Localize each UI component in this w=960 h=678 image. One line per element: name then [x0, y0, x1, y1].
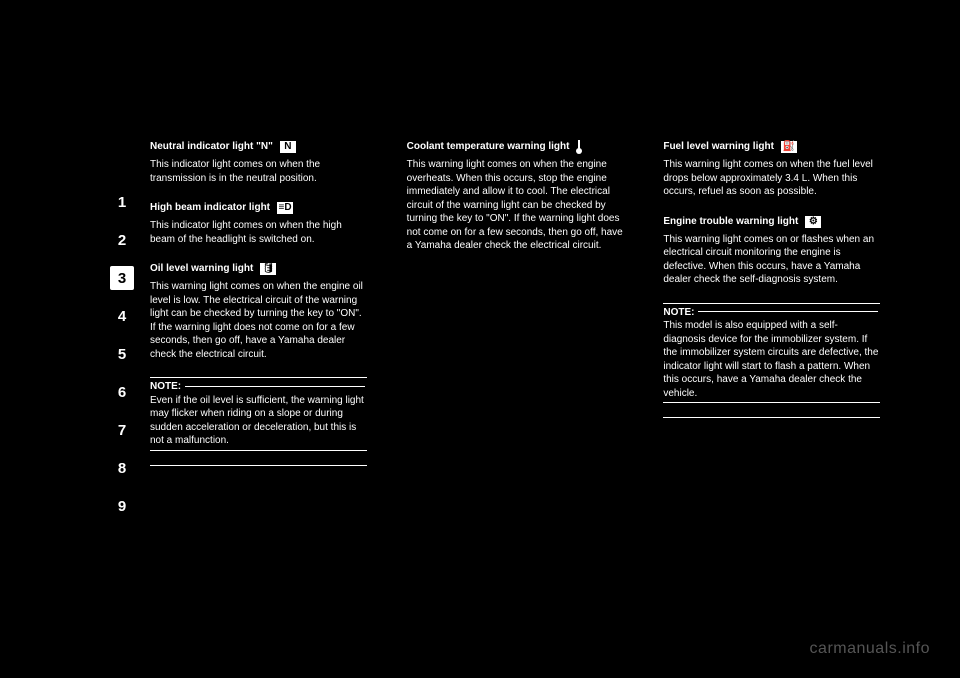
tab-6[interactable]: 6 — [110, 380, 134, 404]
tab-3[interactable]: 3 — [110, 266, 134, 290]
temp-title: Coolant temperature warning light — [407, 140, 570, 154]
fuel-body: This warning light comes on when the fue… — [663, 158, 880, 199]
oil-title: Oil level warning light — [150, 262, 253, 276]
temp-body: This warning light comes on when the eng… — [407, 158, 624, 253]
column-3: Fuel level warning light ⛽ This warning … — [663, 140, 880, 470]
note-box-1: NOTE: Even if the oil level is sufficien… — [150, 377, 367, 451]
engine-section: Engine trouble warning light ⚙ This warn… — [663, 215, 880, 287]
neutral-body: This indicator light comes on when the t… — [150, 158, 367, 185]
oil-icon: 🛢 — [259, 262, 277, 276]
tab-7[interactable]: 7 — [110, 418, 134, 442]
temp-heading: Coolant temperature warning light — [407, 140, 624, 154]
oil-heading: Oil level warning light 🛢 — [150, 262, 367, 276]
neutral-heading: Neutral indicator light "N" N — [150, 140, 367, 154]
tab-4[interactable]: 4 — [110, 304, 134, 328]
note-label-2: NOTE: — [663, 307, 878, 318]
note-label-1: NOTE: — [150, 381, 365, 392]
engine-body: This warning light comes on or flashes w… — [663, 233, 880, 287]
tab-2[interactable]: 2 — [110, 228, 134, 252]
manual-page: 1 2 3 4 5 6 7 8 9 Neutral indicator ligh… — [0, 0, 960, 678]
watermark: carmanuals.info — [810, 640, 930, 658]
highbeam-heading: High beam indicator light ≡D — [150, 201, 367, 215]
highbeam-body: This indicator light comes on when the h… — [150, 219, 367, 246]
column-1: Neutral indicator light "N" N This indic… — [150, 140, 367, 470]
highbeam-title: High beam indicator light — [150, 201, 270, 215]
neutral-title: Neutral indicator light "N" — [150, 140, 273, 154]
oil-section: Oil level warning light 🛢 This warning l… — [150, 262, 367, 361]
highbeam-icon: ≡D — [276, 201, 294, 215]
tab-5[interactable]: 5 — [110, 342, 134, 366]
highbeam-section: High beam indicator light ≡D This indica… — [150, 201, 367, 246]
tab-9[interactable]: 9 — [110, 494, 134, 518]
neutral-section: Neutral indicator light "N" N This indic… — [150, 140, 367, 185]
temp-section: Coolant temperature warning light This w… — [407, 140, 624, 253]
column-2: Coolant temperature warning light This w… — [407, 140, 624, 470]
fuel-heading: Fuel level warning light ⛽ — [663, 140, 880, 154]
neutral-icon: N — [279, 140, 297, 154]
fuel-section: Fuel level warning light ⛽ This warning … — [663, 140, 880, 199]
engine-title: Engine trouble warning light — [663, 215, 798, 229]
note-box-2: NOTE: This model is also equipped with a… — [663, 303, 880, 404]
tab-1[interactable]: 1 — [110, 190, 134, 214]
chapter-tabs: 1 2 3 4 5 6 7 8 9 — [110, 190, 134, 518]
note-body-2: This model is also equipped with a self-… — [663, 319, 880, 400]
divider-2 — [663, 417, 880, 418]
oil-body: This warning light comes on when the eng… — [150, 280, 367, 361]
note-body-1: Even if the oil level is sufficient, the… — [150, 394, 367, 448]
fuel-title: Fuel level warning light — [663, 140, 774, 154]
coolant-temp-icon — [575, 140, 583, 154]
fuel-icon: ⛽ — [780, 140, 798, 154]
engine-heading: Engine trouble warning light ⚙ — [663, 215, 880, 229]
content-columns: Neutral indicator light "N" N This indic… — [150, 140, 880, 470]
divider-1 — [150, 465, 367, 466]
tab-8[interactable]: 8 — [110, 456, 134, 480]
engine-trouble-icon: ⚙ — [804, 215, 822, 229]
